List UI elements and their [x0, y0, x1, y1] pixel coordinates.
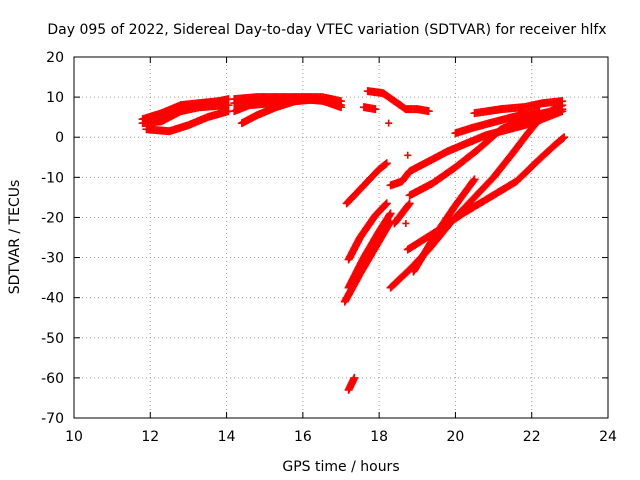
data-point: [385, 119, 393, 127]
y-tick-label: -70: [41, 411, 64, 427]
data-point: [402, 219, 410, 227]
y-tick-label: -30: [41, 251, 64, 267]
x-tick-labels: 10 12 14 16 18 20 22 24: [65, 429, 617, 445]
data-point: [306, 95, 315, 104]
y-tick-label: -20: [41, 210, 64, 226]
y-tick-label: -60: [41, 371, 64, 387]
y-tick-label: 0: [55, 130, 64, 146]
x-tick-label: 10: [65, 429, 83, 445]
data-point: [404, 151, 412, 159]
x-tick-label: 22: [523, 429, 541, 445]
x-tick-label: 20: [447, 429, 465, 445]
x-tick-label: 14: [218, 429, 236, 445]
axis-ticks: [73, 56, 609, 419]
y-tick-label: 10: [46, 90, 64, 106]
plot-frame: [73, 56, 609, 419]
data-point: [337, 103, 345, 112]
data-point: [424, 107, 433, 116]
x-tick-label: 18: [370, 429, 388, 445]
x-tick-label: 16: [294, 429, 312, 445]
data-point: [470, 175, 479, 184]
data-point: [382, 159, 391, 168]
y-axis-label: SDTVAR / TECUs: [7, 180, 23, 295]
y-tick-label: -40: [41, 291, 64, 307]
x-tick-label: 12: [141, 429, 159, 445]
data-markers: [138, 87, 569, 394]
data-point: [386, 209, 395, 218]
data-point: [382, 199, 391, 208]
data-point: [350, 373, 359, 382]
data-point: [404, 200, 413, 209]
y-tick-labels: -70 -60 -50 -40 -30 -20 -10 0 10 20: [41, 50, 64, 427]
x-tick-label: 24: [599, 429, 617, 445]
data-point: [381, 200, 390, 209]
x-axis-label: GPS time / hours: [282, 459, 399, 475]
data-point: [469, 176, 478, 185]
y-tick-label: 20: [46, 50, 64, 66]
data-point: [381, 160, 390, 169]
data-point: [559, 134, 568, 143]
data-point: [371, 105, 380, 114]
data-point: [535, 107, 544, 116]
data-point: [560, 133, 569, 142]
y-tick-label: -50: [41, 331, 64, 347]
chart-title: Day 095 of 2022, Sidereal Day-to-day VTE…: [47, 22, 606, 38]
data-point: [405, 199, 414, 208]
y-tick-label: -10: [41, 170, 64, 186]
data-point: [558, 97, 567, 106]
